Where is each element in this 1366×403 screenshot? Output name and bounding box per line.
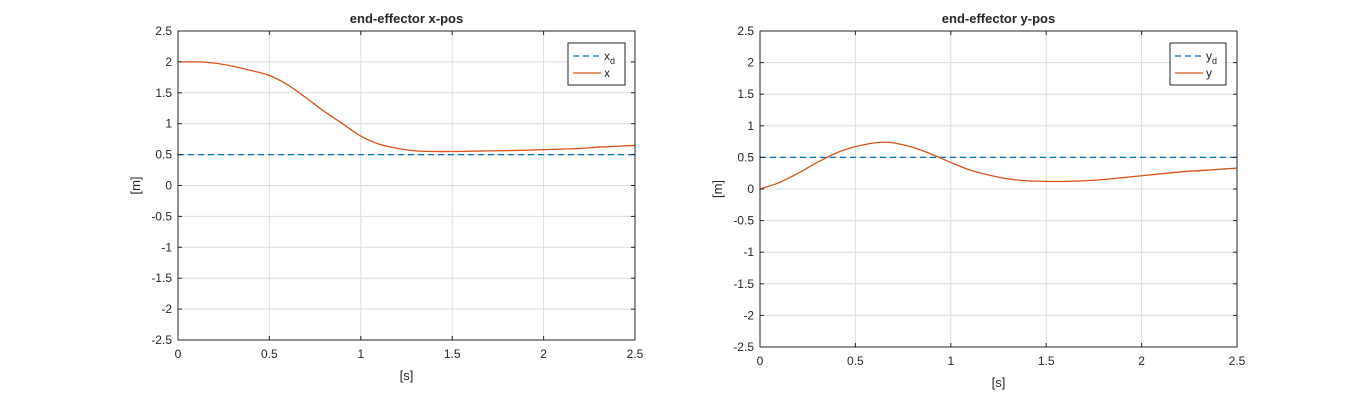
y-tick-label: 2 xyxy=(747,56,754,70)
y-tick-label: -1 xyxy=(161,240,172,254)
x-axis-label: [s] xyxy=(992,375,1006,390)
grid xyxy=(177,30,636,341)
legend-entry-yd: yd xyxy=(1206,49,1217,66)
legend-entry-x: x xyxy=(604,66,610,80)
y-tick-label: -0.5 xyxy=(733,214,754,228)
y-tick-label: -0.5 xyxy=(151,209,172,223)
x-tick-label: 0 xyxy=(757,354,764,368)
legend-subscript: d xyxy=(1212,56,1217,66)
chart-title: end-effector x-pos xyxy=(350,11,463,26)
y-tick-label: 1.5 xyxy=(737,87,754,101)
legend-box xyxy=(567,42,626,86)
y-axis-label: [m] xyxy=(710,180,725,198)
ticks: 0 0.5 1 1.5 2 2.5 -2.5 -2 -1.5 -1 -0.5 0 0.5 1 1.5 2 2.5 xyxy=(151,24,643,361)
legend-entry-y: y xyxy=(1206,66,1212,80)
y-tick-label: -2.5 xyxy=(733,340,754,354)
y-tick-label: -2 xyxy=(161,302,172,316)
x-tick-label: 0.5 xyxy=(847,354,864,368)
y-tick-label: 2 xyxy=(165,55,172,69)
series-line-x xyxy=(177,61,636,153)
x-tick-label: 2 xyxy=(1138,354,1145,368)
y-axis-label: [m] xyxy=(128,176,143,194)
x-tick-label: 0 xyxy=(175,347,182,361)
x-tick-label: 1.5 xyxy=(444,347,461,361)
chart-title: end-effector y-pos xyxy=(942,11,1055,26)
legend-subscript: d xyxy=(610,56,615,66)
series-group xyxy=(177,61,636,156)
y-tick-label: -2.5 xyxy=(151,333,172,347)
y-tick-label: 2.5 xyxy=(155,24,172,38)
legend: ydy xyxy=(1169,42,1227,86)
series-group xyxy=(759,141,1238,190)
x-tick-label: 2.5 xyxy=(1229,354,1246,368)
y-tick-label: -1.5 xyxy=(151,271,172,285)
y-tick-label: -2 xyxy=(743,308,754,322)
y-tick-label: 0 xyxy=(165,179,172,193)
legend: xdx xyxy=(567,42,626,86)
chart-2: 0 0.5 1 1.5 2 2.5 -2.5 -2 -1.5 -1 -0.5 0 0.5 1 1.5 2 2.5… xyxy=(710,11,1246,390)
x-tick-label: 0.5 xyxy=(261,347,278,361)
y-tick-label: -1.5 xyxy=(733,277,754,291)
x-tick-label: 1 xyxy=(947,354,954,368)
y-tick-label: 0.5 xyxy=(737,150,754,164)
y-tick-label: 0.5 xyxy=(155,148,172,162)
y-tick-label: 0 xyxy=(747,182,754,196)
x-tick-label: 1.5 xyxy=(1038,354,1055,368)
y-tick-label: 2.5 xyxy=(737,24,754,38)
x-tick-label: 2.5 xyxy=(627,347,644,361)
y-tick-label: 1.5 xyxy=(155,86,172,100)
series-line-y xyxy=(759,141,1238,190)
ticks: 0 0.5 1 1.5 2 2.5 -2.5 -2 -1.5 -1 -0.5 0 0.5 1 1.5 2 2.5 xyxy=(733,24,1245,368)
y-tick-label: 1 xyxy=(165,117,172,131)
chart-1: 0 0.5 1 1.5 2 2.5 -2.5 -2 -1.5 -1 -0.5 0 0.5 1 1.5 2 2.5… xyxy=(128,11,644,383)
y-tick-label: -1 xyxy=(743,245,754,259)
x-tick-label: 2 xyxy=(540,347,547,361)
legend-box xyxy=(1169,42,1227,86)
x-tick-label: 1 xyxy=(357,347,364,361)
y-tick-label: 1 xyxy=(747,119,754,133)
legend-entry-xd: xd xyxy=(604,49,615,66)
x-axis-label: [s] xyxy=(400,368,414,383)
